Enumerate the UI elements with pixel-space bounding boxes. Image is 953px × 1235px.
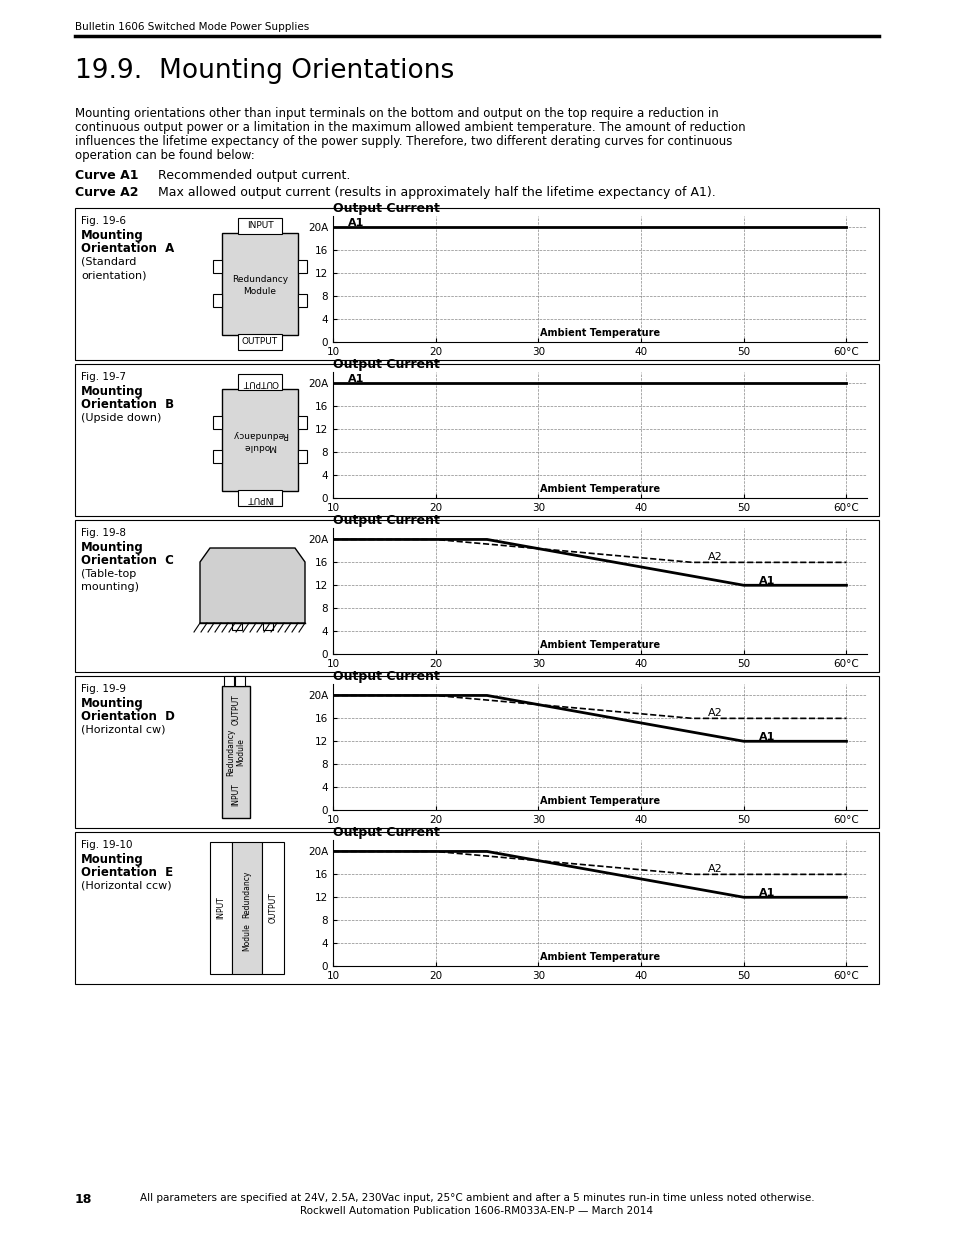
Text: Orientation  B: Orientation B [81, 398, 174, 411]
Bar [262, 842, 284, 974]
Text: A2: A2 [707, 708, 721, 718]
Text: 18: 18 [75, 1193, 92, 1207]
Text: OUTPUT: OUTPUT [268, 893, 277, 924]
Bar [222, 685, 250, 818]
Bar [263, 622, 273, 630]
Text: Mounting: Mounting [81, 541, 144, 555]
Bar [213, 294, 222, 306]
Text: Ambient Temperature: Ambient Temperature [539, 795, 659, 805]
Text: Ambient Temperature: Ambient Temperature [539, 484, 659, 494]
Bar [224, 676, 233, 685]
Text: Output Current: Output Current [333, 669, 439, 683]
Text: INPUT: INPUT [247, 221, 273, 231]
Bar [297, 294, 307, 306]
Bar [210, 842, 232, 974]
Text: Mounting: Mounting [81, 228, 144, 242]
Text: Max allowed output current (results in approximately half the lifetime expectanc: Max allowed output current (results in a… [158, 186, 715, 199]
Text: Recommended output current.: Recommended output current. [158, 169, 350, 182]
Text: Fig. 19-10: Fig. 19-10 [81, 840, 132, 850]
Text: operation can be found below:: operation can be found below: [75, 149, 254, 162]
Text: influences the lifetime expectancy of the power supply. Therefore, two different: influences the lifetime expectancy of th… [75, 135, 732, 148]
Text: Module: Module [243, 287, 276, 295]
Text: Orientation  D: Orientation D [81, 710, 174, 722]
Text: Rockwell Automation Publication 1606-RM033A-EN-P — March 2014: Rockwell Automation Publication 1606-RM0… [300, 1207, 653, 1216]
Bar [75, 832, 878, 984]
Text: Redundancy: Redundancy [232, 431, 288, 440]
Bar [213, 261, 222, 273]
Text: OUTPUT: OUTPUT [242, 378, 277, 387]
Polygon shape [200, 548, 305, 622]
Text: OUTPUT: OUTPUT [232, 694, 240, 725]
Text: Bulletin 1606 Switched Mode Power Supplies: Bulletin 1606 Switched Mode Power Suppli… [75, 22, 309, 32]
Bar [297, 261, 307, 273]
Text: A1: A1 [759, 576, 775, 585]
Text: A1: A1 [759, 731, 775, 741]
Text: Fig. 19-6: Fig. 19-6 [81, 216, 126, 226]
Bar [75, 364, 878, 516]
Text: (Horizontal ccw): (Horizontal ccw) [81, 881, 172, 890]
Text: INPUT: INPUT [216, 897, 225, 919]
Bar [222, 389, 297, 492]
Text: Ambient Temperature: Ambient Temperature [539, 640, 659, 650]
Text: OUTPUT: OUTPUT [242, 337, 277, 347]
Text: Output Current: Output Current [333, 358, 439, 370]
Text: continuous output power or a limitation in the maximum allowed ambient temperatu: continuous output power or a limitation … [75, 121, 745, 135]
Text: 19.9.  Mounting Orientations: 19.9. Mounting Orientations [75, 58, 454, 84]
Text: Mounting: Mounting [81, 697, 144, 710]
Bar [235, 676, 245, 685]
Text: All parameters are specified at 24V, 2.5A, 230Vac input, 25°C ambient and after : All parameters are specified at 24V, 2.5… [139, 1193, 814, 1203]
Bar [232, 842, 262, 974]
Text: Mounting orientations other than input terminals on the bottom and output on the: Mounting orientations other than input t… [75, 107, 718, 120]
Text: Orientation  C: Orientation C [81, 555, 173, 567]
Text: Redundancy: Redundancy [232, 274, 288, 284]
Text: (Horizontal cw): (Horizontal cw) [81, 725, 165, 735]
Text: Redundancy
Module: Redundancy Module [226, 729, 246, 776]
Bar [75, 207, 878, 359]
Text: (Table-top: (Table-top [81, 569, 136, 579]
Text: INPUT: INPUT [232, 783, 240, 805]
Text: Curve A2: Curve A2 [75, 186, 138, 199]
Text: INPUT: INPUT [247, 494, 273, 503]
Text: Orientation  A: Orientation A [81, 242, 174, 254]
Text: Ambient Temperature: Ambient Temperature [539, 952, 659, 962]
Bar [75, 520, 878, 672]
Text: Mounting: Mounting [81, 853, 144, 866]
Text: Orientation  E: Orientation E [81, 866, 172, 879]
Text: mounting): mounting) [81, 582, 139, 592]
Text: Curve A1: Curve A1 [75, 169, 138, 182]
Text: (Upside down): (Upside down) [81, 412, 161, 424]
Bar [237, 490, 282, 506]
Bar [237, 333, 282, 350]
Text: Output Current: Output Current [333, 514, 439, 527]
Text: A1: A1 [348, 217, 364, 227]
Text: Module: Module [243, 442, 276, 452]
Text: Fig. 19-7: Fig. 19-7 [81, 372, 126, 382]
Bar [237, 219, 282, 233]
Bar [213, 450, 222, 463]
Text: A2: A2 [707, 863, 721, 873]
Text: Ambient Temperature: Ambient Temperature [539, 327, 659, 338]
Bar [297, 450, 307, 463]
Text: Fig. 19-8: Fig. 19-8 [81, 529, 126, 538]
Text: orientation): orientation) [81, 270, 147, 280]
Bar [232, 622, 241, 630]
Text: (Standard: (Standard [81, 257, 136, 267]
Text: A1: A1 [759, 888, 775, 898]
Text: Output Current: Output Current [333, 201, 439, 215]
Text: A1: A1 [348, 374, 364, 384]
Text: Module: Module [242, 923, 252, 951]
Bar [75, 676, 878, 827]
Bar [237, 374, 282, 390]
Text: Fig. 19-9: Fig. 19-9 [81, 684, 126, 694]
Bar [297, 416, 307, 429]
Text: A2: A2 [707, 552, 721, 562]
Text: Output Current: Output Current [333, 826, 439, 839]
Text: Mounting: Mounting [81, 385, 144, 398]
Bar [213, 416, 222, 429]
Text: Redundancy: Redundancy [242, 871, 252, 919]
Bar [222, 233, 297, 335]
